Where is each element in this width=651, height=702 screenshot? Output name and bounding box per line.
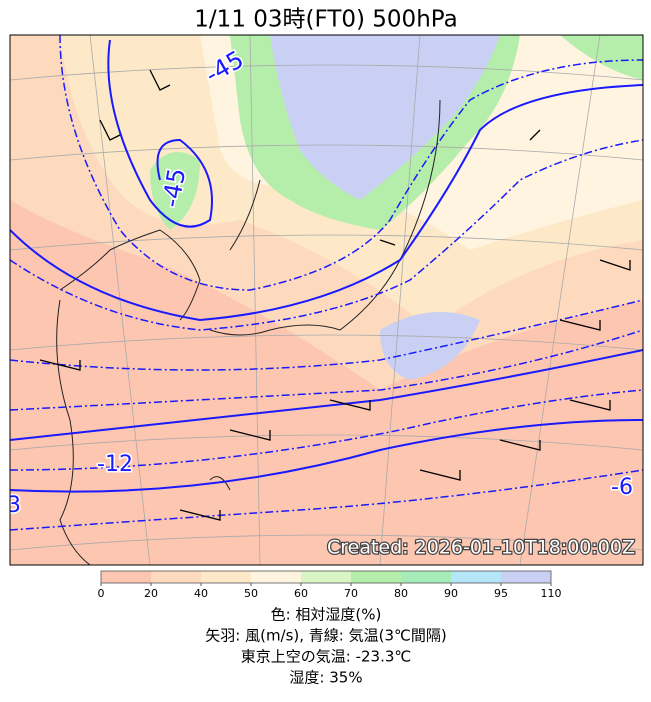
colorbar: 0 20 40 50 60 70 80 90 95 110 [98, 570, 562, 600]
created-stamp: Created: 2026-01-10T18:00:00Z [327, 537, 635, 559]
colorbar-tick-label: 80 [394, 587, 408, 600]
colorbar-tick-label: 0 [98, 587, 105, 600]
contour-label: 3 [7, 493, 21, 518]
colorbar-tick-label: 50 [244, 587, 258, 600]
colorbar-tick-label: 90 [444, 587, 458, 600]
legend-text: 東京上空の気温: -23.3℃ [241, 648, 411, 666]
colorbar-tick-label: 60 [294, 587, 308, 600]
colorbar-segment [251, 571, 301, 583]
colorbar-tick-label: 110 [541, 587, 562, 600]
colorbar-segment [101, 571, 151, 583]
contour-label: -6 [611, 475, 633, 500]
colorbar-frame [100, 570, 552, 584]
colorbar-tick-label: 40 [194, 587, 208, 600]
colorbar-segment [501, 571, 551, 583]
colorbar-segment [401, 571, 451, 583]
colorbar-segment [451, 571, 501, 583]
map: -45 -45 -12 -6 3 Created: 2026-01-10T18:… [7, 34, 644, 566]
legend-text: 色: 相対湿度(%) [271, 606, 382, 624]
colorbar-segment [201, 571, 251, 583]
colorbar-tick-label: 95 [494, 587, 508, 600]
legend-text: 湿度: 35% [289, 669, 362, 687]
colorbar-segment [151, 571, 201, 583]
colorbar-tick-label: 20 [144, 587, 158, 600]
colorbar-tick-label: 70 [344, 587, 358, 600]
colorbar-segment [301, 571, 351, 583]
contour-label: -12 [97, 452, 133, 477]
colorbar-segment [351, 571, 401, 583]
legend-text: 矢羽: 風(m/s), 青線: 気温(3℃間隔) [205, 627, 446, 645]
title: 1/11 03時(FT0) 500hPa [194, 7, 457, 33]
